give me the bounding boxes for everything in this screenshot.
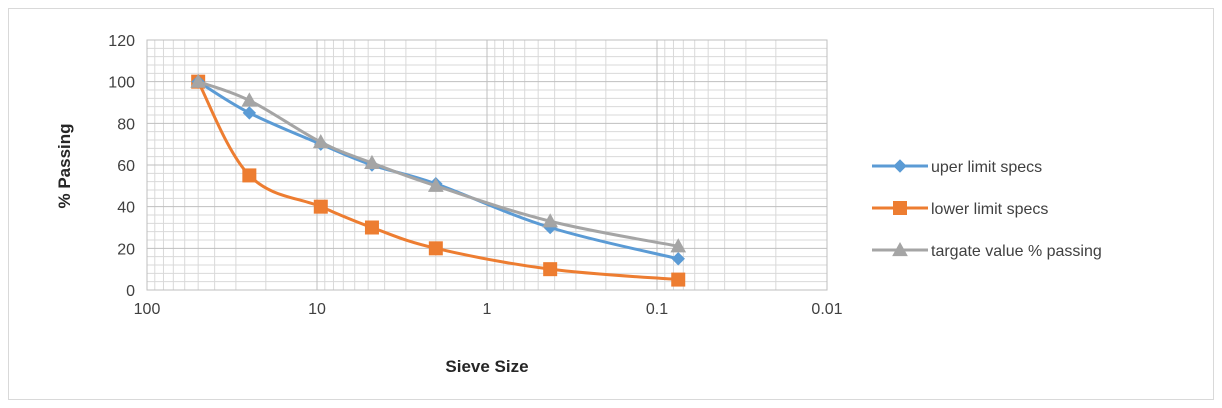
y-tick-label: 0 bbox=[126, 283, 135, 300]
series-layer bbox=[190, 73, 687, 287]
data-point bbox=[312, 134, 329, 149]
legend-marker bbox=[892, 241, 908, 257]
x-tick-label: 1 bbox=[483, 301, 492, 318]
plot-area-border bbox=[146, 39, 828, 291]
legend: uper limit specs lower limit specs targate… bbox=[872, 159, 1102, 260]
data-point bbox=[543, 262, 558, 277]
legend-marker bbox=[893, 159, 907, 173]
y-tick-label: 80 bbox=[117, 116, 135, 133]
data-point bbox=[428, 241, 443, 256]
data-point bbox=[542, 213, 559, 228]
data-point bbox=[190, 73, 207, 88]
x-axis-tick-labels: 100 10 1 0.1 0.01 bbox=[134, 301, 843, 318]
data-point bbox=[364, 154, 380, 170]
legend-label: lower limit specs bbox=[931, 201, 1048, 218]
data-point bbox=[313, 199, 328, 214]
x-tick-label: 10 bbox=[308, 301, 326, 318]
data-point bbox=[670, 238, 687, 253]
legend-label: uper limit specs bbox=[931, 159, 1042, 176]
legend-marker bbox=[893, 201, 907, 215]
y-axis-tick-labels: 0 20 40 60 80 100 120 bbox=[108, 33, 135, 300]
legend-item: uper limit specs bbox=[872, 159, 1042, 176]
data-point bbox=[364, 220, 379, 235]
x-axis-title: Sieve Size bbox=[445, 357, 528, 376]
data-point bbox=[242, 168, 257, 183]
data-point bbox=[671, 252, 685, 266]
x-tick-label: 0.1 bbox=[646, 301, 668, 318]
data-point bbox=[242, 106, 257, 120]
data-point bbox=[241, 92, 258, 107]
series-2 bbox=[190, 73, 687, 253]
y-axis-title: % Passing bbox=[55, 123, 74, 208]
legend-label: targate value % passing bbox=[931, 243, 1102, 260]
plot-area-outline bbox=[146, 39, 828, 291]
y-tick-label: 100 bbox=[108, 75, 135, 92]
data-point bbox=[427, 177, 444, 192]
x-tick-label: 0.01 bbox=[811, 301, 842, 318]
y-tick-label: 120 bbox=[108, 33, 135, 50]
legend-item: targate value % passing bbox=[872, 241, 1102, 260]
x-tick-label: 100 bbox=[134, 301, 161, 318]
data-point bbox=[671, 272, 686, 287]
y-tick-label: 40 bbox=[117, 200, 135, 217]
y-tick-label: 20 bbox=[117, 241, 135, 258]
y-tick-label: 60 bbox=[117, 158, 135, 175]
legend-item: lower limit specs bbox=[872, 201, 1048, 218]
series-1 bbox=[191, 74, 686, 287]
